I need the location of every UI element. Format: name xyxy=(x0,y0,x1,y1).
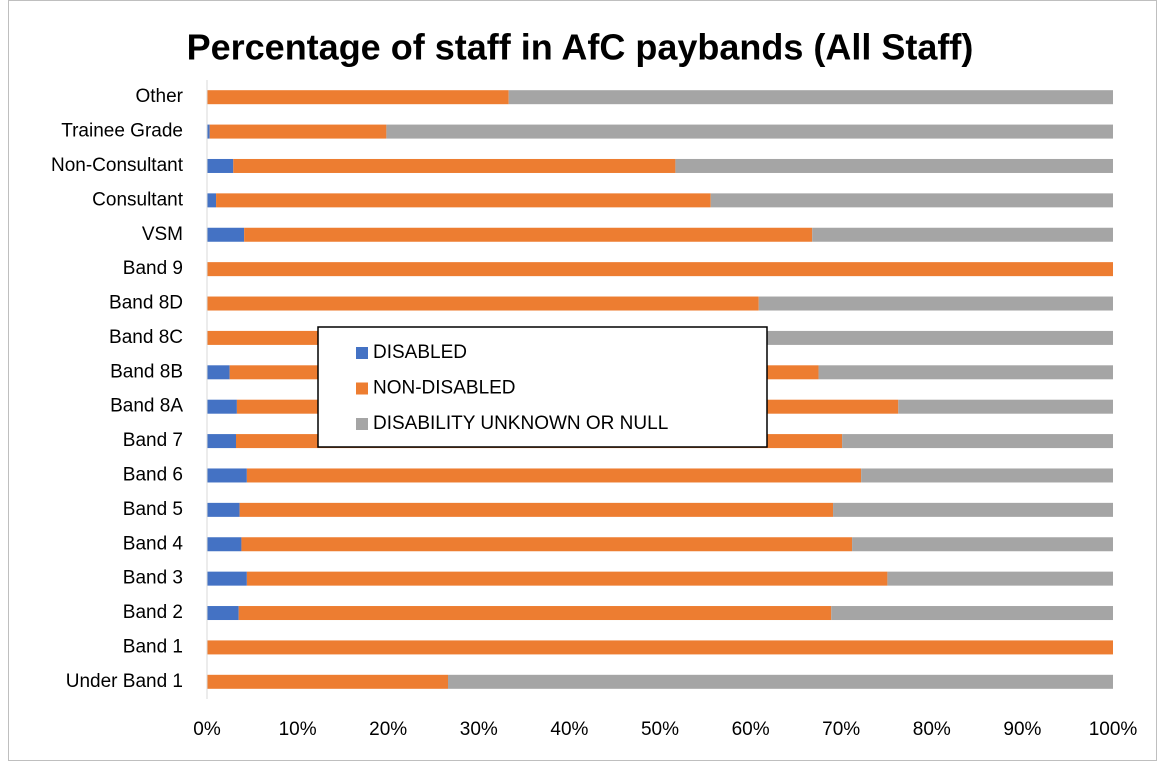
bar-segment xyxy=(887,571,1113,586)
bar-segment xyxy=(447,674,1114,689)
bar-segment xyxy=(207,537,242,552)
x-tick-label: 30% xyxy=(460,719,498,740)
x-tick-label: 50% xyxy=(641,719,679,740)
legend-label: DISABLED xyxy=(373,342,467,363)
y-tick-label: Under Band 1 xyxy=(66,671,183,692)
x-tick-label: 60% xyxy=(732,719,770,740)
y-tick-label: Band 1 xyxy=(123,636,183,657)
y-tick-label: Non-Consultant xyxy=(51,155,184,176)
bar-segment xyxy=(238,606,832,621)
chart-title: Percentage of staff in AfC paybands (All… xyxy=(187,27,974,68)
legend-swatch xyxy=(356,347,368,359)
bar-segment xyxy=(244,227,813,242)
bar-segment xyxy=(207,399,237,414)
legend-label: NON-DISABLED xyxy=(373,378,516,399)
x-tick-label: 10% xyxy=(279,719,317,740)
y-tick-label: Band 2 xyxy=(123,602,183,623)
bar-segment xyxy=(758,296,1113,311)
bar-segment xyxy=(842,434,1113,449)
bar-segment xyxy=(246,468,862,483)
x-tick-label: 70% xyxy=(822,719,860,740)
x-tick-label: 100% xyxy=(1089,719,1138,740)
legend-box xyxy=(317,326,768,448)
bar-segment xyxy=(710,193,1113,208)
x-tick-label: 80% xyxy=(913,719,951,740)
y-tick-label: Trainee Grade xyxy=(61,121,183,142)
bar-segment xyxy=(207,124,210,139)
bar-segment xyxy=(898,399,1113,414)
legend-swatch xyxy=(356,382,368,395)
bar-segment xyxy=(812,227,1113,242)
bar-segment xyxy=(207,434,236,449)
bar-segment xyxy=(207,674,448,689)
bar-segment xyxy=(207,468,247,483)
bar-segment xyxy=(207,606,239,621)
bar-segment xyxy=(831,606,1113,621)
bar-segment xyxy=(207,571,247,586)
bar-segment xyxy=(209,124,387,139)
bar-segment xyxy=(207,262,1113,277)
bar-segment xyxy=(233,158,676,173)
bar-segment xyxy=(207,365,230,380)
bar-segment xyxy=(207,193,217,208)
legend-swatch xyxy=(356,418,368,430)
bar-segment xyxy=(861,468,1113,483)
y-tick-label: Band 4 xyxy=(123,533,184,554)
y-tick-label: Consultant xyxy=(92,189,184,210)
bar-segment xyxy=(207,640,1113,655)
y-tick-label: Band 9 xyxy=(123,258,183,279)
bar-segment xyxy=(852,537,1113,552)
bar-segment xyxy=(216,193,711,208)
bar-segment xyxy=(239,502,834,517)
x-tick-label: 90% xyxy=(1003,719,1041,740)
y-tick-label: Band 8A xyxy=(110,396,183,417)
bar-segment xyxy=(766,330,1113,345)
bar-segment xyxy=(207,502,240,517)
bar-segment xyxy=(241,537,853,552)
bar-segment xyxy=(207,227,245,242)
y-tick-label: VSM xyxy=(142,224,183,245)
bar-segment xyxy=(207,90,509,105)
y-tick-label: Band 3 xyxy=(123,568,183,589)
legend-label: DISABILITY UNKNOWN OR NULL xyxy=(373,413,668,434)
y-tick-label: Band 5 xyxy=(123,499,183,520)
x-tick-label: 40% xyxy=(550,719,588,740)
y-tick-label: Band 8D xyxy=(109,293,183,314)
x-tick-label: 0% xyxy=(193,719,221,740)
bar-segment xyxy=(386,124,1113,139)
bar-segment xyxy=(207,296,759,311)
bar-segment xyxy=(818,365,1113,380)
bar-segment xyxy=(675,158,1113,173)
bar-segment xyxy=(508,90,1113,105)
y-tick-label: Band 8C xyxy=(109,327,183,348)
bar-segment xyxy=(246,571,888,586)
y-tick-label: Band 8B xyxy=(110,361,183,382)
y-tick-label: Band 7 xyxy=(123,430,183,451)
bar-segment xyxy=(207,158,234,173)
x-tick-label: 20% xyxy=(369,719,407,740)
y-tick-label: Band 6 xyxy=(123,464,183,485)
bar-segment xyxy=(833,502,1113,517)
y-tick-label: Other xyxy=(135,86,183,107)
